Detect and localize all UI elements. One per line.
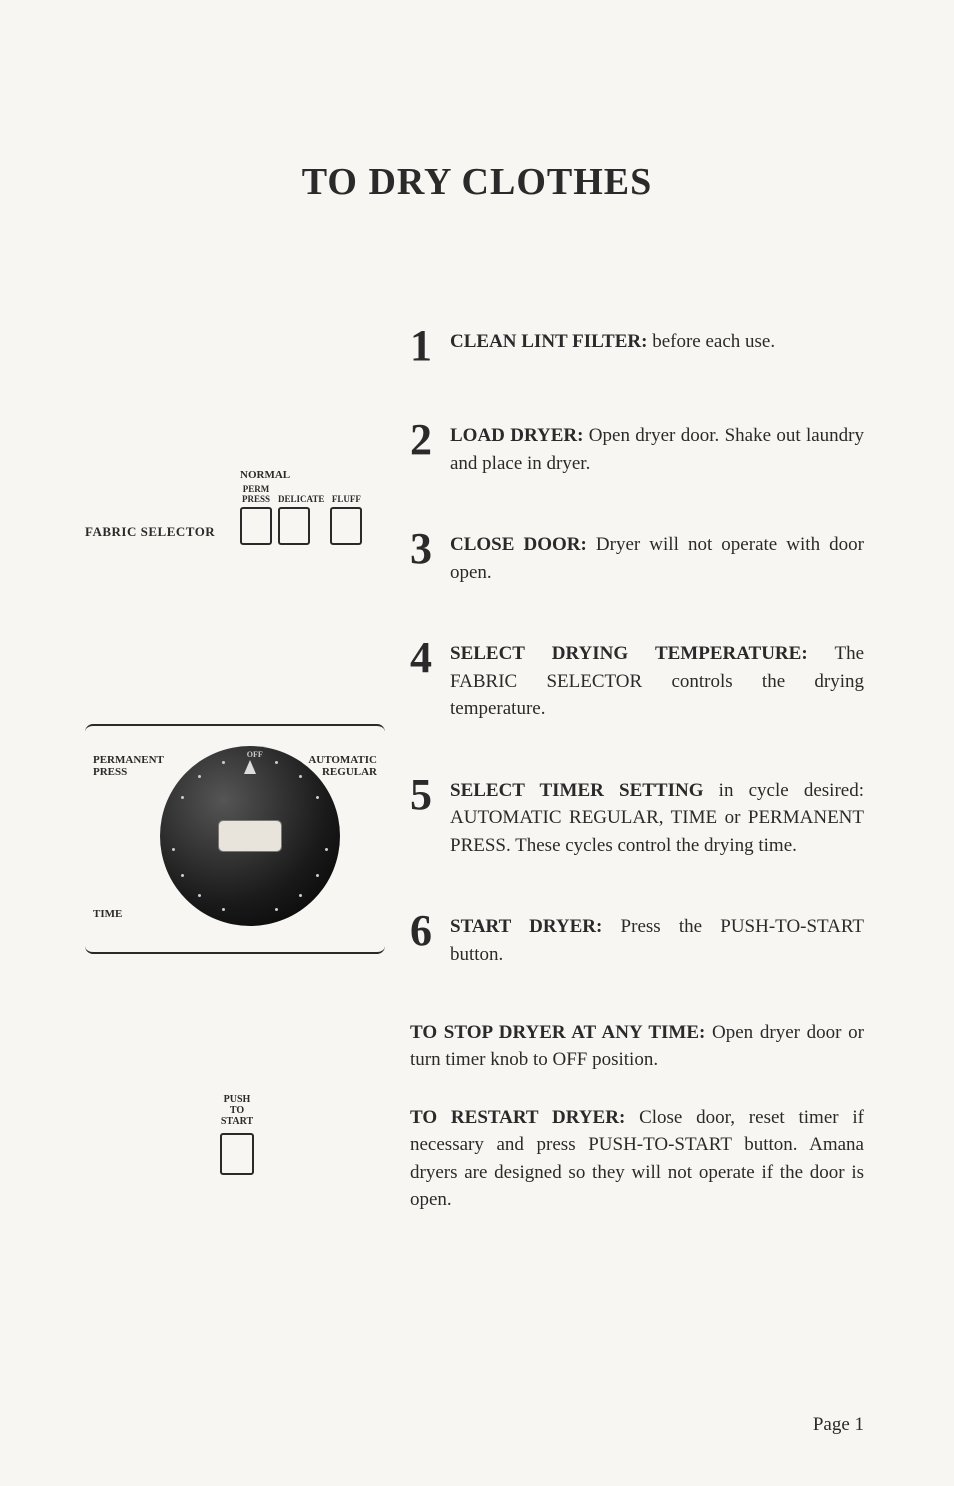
step-text: SELECT DRYING TEMPERATURE: The FABRIC SE… (450, 636, 864, 723)
dial-marking-dot (275, 761, 278, 764)
dial-marking-dot (181, 874, 184, 877)
dial-marking-dot (181, 796, 184, 799)
dial-label-permanent-press: PERMANENT PRESS (93, 754, 164, 778)
dial-markings (160, 746, 340, 926)
step-text: START DRYER: Press the PUSH-TO-START but… (450, 909, 864, 968)
step-number: 5 (410, 773, 450, 860)
step-text: CLEAN LINT FILTER: before each use. (450, 324, 864, 368)
step-4: 4SELECT DRYING TEMPERATURE: The FABRIC S… (410, 636, 864, 723)
step-number: 2 (410, 418, 450, 477)
fabric-btn-label: FLUFF (330, 485, 362, 505)
dial-marking-dot (222, 908, 225, 911)
fabric-btn-fluff (330, 507, 362, 545)
step-number: 4 (410, 636, 450, 723)
dial-marking-dot (316, 796, 319, 799)
step-6: 6START DRYER: Press the PUSH-TO-START bu… (410, 909, 864, 968)
dial-marking-dot (316, 874, 319, 877)
step-3: 3CLOSE DOOR: Dryer will not operate with… (410, 527, 864, 586)
fabric-btn-label: PERM PRESS (240, 485, 272, 505)
dial-marking-dot (222, 761, 225, 764)
fabric-selector-controls: NORMAL PERM PRESS DELICATE FLUFF (240, 469, 362, 545)
step-5: 5SELECT TIMER SETTING in cycle desired: … (410, 773, 864, 860)
instructions-column: 1CLEAN LINT FILTER: before each use. 2LOA… (390, 324, 864, 1244)
push-to-start-button-shape (220, 1133, 254, 1175)
step-text: SELECT TIMER SETTING in cycle desired: A… (450, 773, 864, 860)
push-to-start-label: PUSH TO START (220, 1094, 254, 1127)
step-2: 2LOAD DRYER: Open dryer door. Shake out … (410, 418, 864, 477)
push-to-start-diagram: PUSH TO START (220, 1094, 254, 1175)
step-1: 1CLEAN LINT FILTER: before each use. (410, 324, 864, 368)
dial-marking-dot (299, 894, 302, 897)
fabric-btn-perm-press (240, 507, 272, 545)
dial-marking-dot (299, 775, 302, 778)
step-number: 6 (410, 909, 450, 968)
step-text: LOAD DRYER: Open dryer door. Shake out l… (450, 418, 864, 477)
content-row: FABRIC SELECTOR NORMAL PERM PRESS DELICA… (90, 324, 864, 1244)
page-title: TO DRY CLOTHES (90, 160, 864, 204)
fabric-btn-delicate (278, 507, 310, 545)
dial-marking-dot (198, 775, 201, 778)
step-number: 3 (410, 527, 450, 586)
extra-note-0: TO STOP DRYER AT ANY TIME: Open dryer do… (410, 1019, 864, 1074)
timer-dial: OFF (160, 746, 340, 926)
step-number: 1 (410, 324, 450, 368)
step-text: CLOSE DOOR: Dryer will not operate with … (450, 527, 864, 586)
illustrations-column: FABRIC SELECTOR NORMAL PERM PRESS DELICA… (90, 324, 390, 1244)
extra-note-1: TO RESTART DRYER: Close door, reset time… (410, 1104, 864, 1214)
page-number: Page 1 (813, 1414, 864, 1436)
dial-label-time: TIME (93, 908, 122, 920)
fabric-selector-normal-label: NORMAL (240, 469, 362, 481)
fabric-selector-button-row: PERM PRESS DELICATE FLUFF (240, 485, 362, 545)
dial-marking-dot (172, 848, 175, 851)
timer-dial-panel: PERMANENT PRESS TIME AUTOMATIC REGULAR O… (85, 724, 385, 954)
dial-marking-dot (198, 894, 201, 897)
fabric-selector-label: FABRIC SELECTOR (85, 524, 215, 540)
fabric-btn-label: DELICATE (278, 485, 324, 505)
dial-face: OFF (160, 746, 340, 926)
dial-marking-dot (275, 908, 278, 911)
dial-marking-dot (325, 848, 328, 851)
